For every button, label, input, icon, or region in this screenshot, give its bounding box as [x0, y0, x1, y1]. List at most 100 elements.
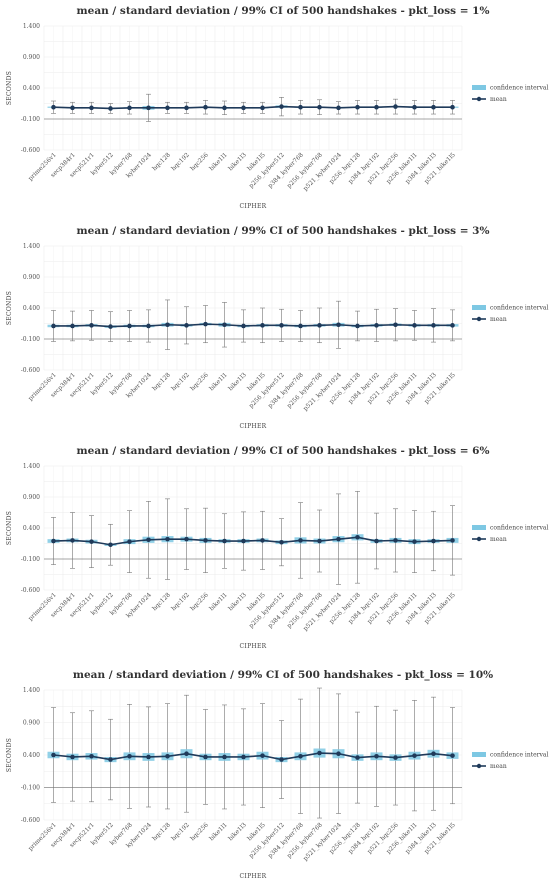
x-tick-label: bike1l3	[227, 591, 248, 612]
mean-point	[108, 324, 113, 329]
mean-point	[336, 105, 341, 111]
legend-ci-swatch	[472, 85, 486, 90]
mean-point	[70, 323, 75, 329]
mean-point	[298, 754, 303, 759]
y-tick-label: 0.400	[23, 305, 40, 312]
legend-mean-label: mean	[490, 96, 507, 103]
mean-point	[89, 539, 94, 544]
mean-point	[260, 753, 265, 758]
mean-point	[374, 538, 379, 544]
mean-point	[317, 750, 322, 756]
mean-point	[450, 538, 455, 543]
y-axis-label: SECONDS	[6, 738, 13, 772]
legend-mean-marker	[476, 316, 482, 322]
legend-mean-label: mean	[490, 763, 507, 770]
x-tick-label: bike1l1	[208, 151, 229, 172]
x-tick-label: bike1l1	[208, 371, 229, 392]
mean-point	[317, 323, 322, 328]
y-tick-label: -0.100	[21, 556, 40, 563]
mean-point	[127, 323, 132, 329]
y-tick-label: -0.100	[21, 116, 40, 123]
legend-ci-label: confidence interval	[490, 305, 548, 312]
y-axis-label: SECONDS	[6, 511, 13, 545]
mean-point	[431, 751, 436, 756]
legend-mean-marker	[476, 96, 482, 102]
y-tick-label: 1.400	[23, 243, 40, 250]
mean-point	[336, 322, 341, 328]
mean-line	[53, 323, 453, 328]
mean-point	[450, 323, 455, 328]
legend-ci-swatch	[472, 752, 486, 757]
mean-point	[260, 323, 265, 328]
y-tick-label: -0.600	[21, 367, 40, 374]
mean-point	[260, 538, 265, 543]
mean-point	[146, 105, 151, 111]
mean-point	[279, 539, 284, 545]
x-tick-label: hqc128	[151, 821, 172, 842]
mean-point	[165, 105, 170, 111]
y-tick-label: -0.100	[21, 336, 40, 343]
x-axis-label: CIPHER	[240, 873, 267, 880]
mean-point	[317, 104, 322, 110]
mean-point	[146, 323, 151, 329]
mean-point	[355, 104, 360, 110]
y-axis-label: SECONDS	[6, 291, 13, 325]
x-tick-label: bike1l3	[227, 821, 248, 842]
chart-panel-2: mean / standard deviation / 99% CI of 50…	[6, 225, 548, 430]
y-tick-label: -0.600	[21, 817, 40, 824]
mean-point	[298, 104, 303, 110]
x-tick-label: hqc128	[151, 371, 172, 392]
legend-ci-label: confidence interval	[490, 85, 548, 92]
mean-point	[108, 757, 113, 762]
mean-point	[146, 754, 151, 760]
mean-line	[53, 105, 453, 110]
y-axis-label: SECONDS	[6, 71, 13, 105]
x-tick-label: bike1l3	[227, 371, 248, 392]
mean-point	[374, 754, 379, 759]
y-tick-label: 0.900	[23, 274, 40, 281]
x-tick-label: hqc192	[170, 821, 191, 842]
mean-point	[374, 104, 379, 110]
x-tick-label: hqc192	[170, 151, 191, 172]
mean-point	[51, 752, 56, 758]
y-tick-label: 0.900	[23, 494, 40, 501]
mean-point	[203, 754, 208, 760]
mean-point	[70, 754, 75, 760]
mean-point	[184, 105, 189, 111]
y-tick-label: 0.900	[23, 720, 40, 727]
mean-point	[222, 105, 227, 111]
legend-ci-label: confidence interval	[490, 752, 548, 759]
legend-mean-label: mean	[490, 316, 507, 323]
mean-point	[317, 538, 322, 544]
y-tick-label: -0.600	[21, 587, 40, 594]
y-tick-label: 0.400	[23, 752, 40, 759]
mean-point	[184, 751, 189, 756]
x-tick-label: bike1l1	[208, 821, 229, 842]
mean-point	[89, 323, 94, 328]
y-tick-label: -0.100	[21, 785, 40, 792]
mean-point	[355, 755, 360, 760]
mean-point	[298, 538, 303, 543]
mean-point	[431, 104, 436, 110]
y-tick-label: 1.400	[23, 687, 40, 694]
chart-panel-1: mean / standard deviation / 99% CI of 50…	[6, 5, 548, 210]
mean-point	[450, 104, 455, 110]
mean-point	[374, 323, 379, 328]
y-tick-label: -0.600	[21, 147, 40, 154]
mean-point	[336, 536, 341, 542]
y-tick-label: 1.400	[23, 23, 40, 30]
mean-point	[70, 105, 75, 111]
mean-point	[51, 323, 56, 329]
mean-point	[355, 535, 360, 540]
mean-point	[431, 538, 436, 544]
x-tick-label: bike1l3	[227, 151, 248, 172]
chart-panel-4: mean / standard deviation / 99% CI of 50…	[6, 669, 548, 880]
mean-point	[184, 323, 189, 328]
mean-point	[165, 754, 170, 759]
x-tick-label: hqc256	[189, 821, 210, 842]
y-tick-label: 1.400	[23, 463, 40, 470]
mean-point	[279, 104, 284, 109]
mean-point	[222, 754, 227, 760]
y-tick-label: 0.400	[23, 85, 40, 92]
